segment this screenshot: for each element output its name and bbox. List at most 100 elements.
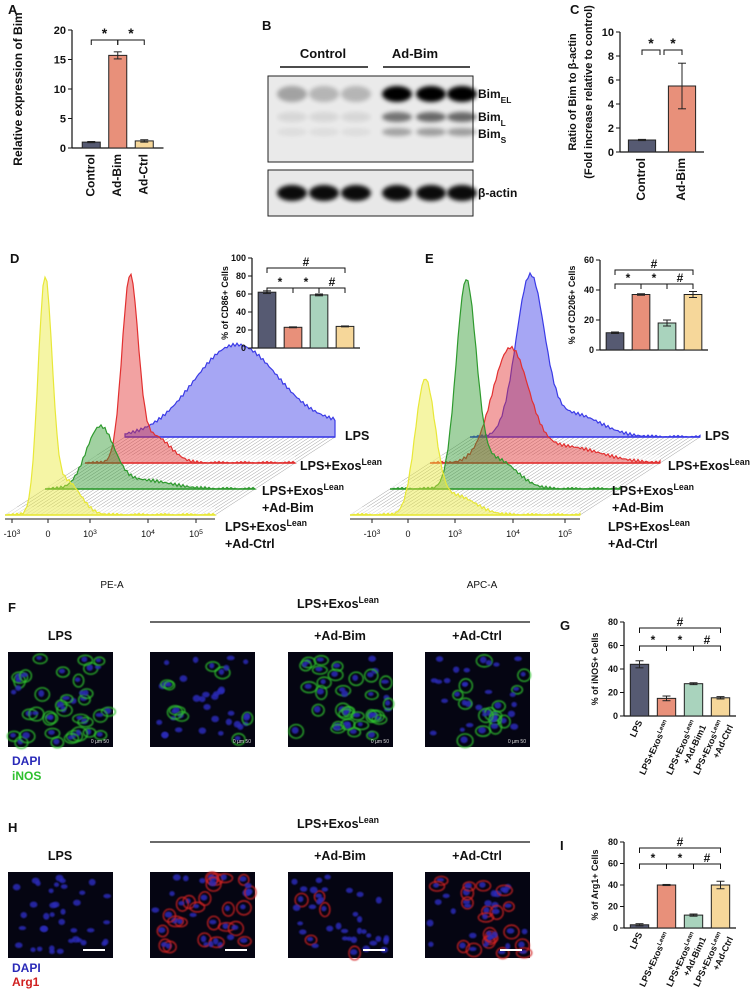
marker-signal [353,720,370,731]
category-superscript: Lean [710,718,723,734]
nucleus [306,936,314,942]
significance-mark: * [651,633,656,647]
blot-band [416,112,446,122]
blot-band [309,86,339,102]
error-bar [689,913,698,917]
hatch-line [419,436,541,516]
nucleus [222,922,229,930]
nucleus [494,701,502,709]
bar [631,294,651,351]
x-tick-label: 103 [83,529,97,540]
hatch-line [394,436,516,516]
tick-exponent: 3 [93,529,97,536]
significance-mark: * [678,633,683,647]
nucleus [506,928,515,934]
hatch-line [209,436,331,516]
error-bar [637,293,645,296]
nucleus [95,712,104,717]
nucleus [102,938,109,945]
blot-band [309,185,339,201]
marker-signal [315,684,328,700]
scale-text: 0 µm 50 [371,739,389,745]
nucleus [48,729,55,735]
marker-signal [82,727,97,738]
marker-signal [365,709,377,723]
significance-mark: * [304,275,309,289]
marker-signal [366,709,382,722]
nucleus [73,899,81,906]
nucleus [218,668,225,675]
panel-letter: F [8,600,16,615]
hatch-line [59,436,181,516]
x-tick-label: 104 [141,529,155,540]
sample-label: LPS+ExosLean [668,457,750,473]
category-superscript: Lean [683,718,696,734]
nucleus [300,886,308,892]
label-superscript: Lean [670,518,690,528]
x-axis-label: PE-A [100,580,124,591]
hatch-line [539,436,661,516]
nucleus [246,888,253,895]
nucleus [291,726,299,734]
nucleus [484,689,493,695]
y-tick-label: 20 [584,315,594,325]
marker-signal [241,711,254,726]
marker-signal [160,679,174,689]
y-tick-label: 20 [608,688,618,698]
blot-band [309,128,339,136]
nucleus [174,727,183,733]
nucleus [60,908,66,915]
blot-band [382,112,412,122]
error-bar [140,139,149,143]
nucleus [435,656,444,662]
category-superscript: Lean [656,930,669,946]
hatch-line [544,436,666,516]
nucleus [459,942,466,949]
nucleus [493,662,500,667]
hatch-line [104,436,226,516]
tick-base: 0 [45,529,50,539]
panel-letter: E [425,251,434,266]
nucleus [200,894,208,901]
significance-bracket [639,847,721,853]
column-label: +Ad-Bim [314,849,366,863]
category-text: LPS+Exos [637,944,665,988]
hatch-line [379,436,501,516]
nucleus [483,942,489,948]
significance-bracket [693,863,721,869]
sample-label: LPS+ExosLean +Ad-Bim [262,482,344,515]
nucleus [368,655,376,662]
hatch-line [44,436,166,516]
row-band [390,481,620,489]
marker-signal [311,703,325,717]
nucleus [79,690,85,696]
marker-signal [456,939,471,954]
nucleus [450,908,456,915]
nucleus [316,657,324,662]
hatch-line [144,436,266,516]
nucleus [483,906,490,914]
nucleus [434,899,442,905]
nucleus [244,712,251,719]
nucleus [21,672,29,678]
y-tick-label: 60 [584,255,594,265]
nucleus [356,916,363,923]
nucleus [70,928,78,933]
band-label: β-actin [478,186,517,200]
nucleus [20,911,27,919]
marker-signal [330,723,346,734]
nucleus [366,933,372,938]
nucleus [95,658,102,663]
nucleus [183,875,189,882]
y-tick-label: 40 [608,880,618,890]
label-text: LPS+Exos [225,520,287,534]
hatch-line [464,436,586,516]
row-band [45,481,255,489]
nucleus [240,904,246,910]
nucleus [367,731,376,738]
marker-signal [63,732,80,744]
marker-signal [198,891,212,906]
marker-signal [28,706,45,722]
nucleus [58,668,66,674]
tick-base: 10 [189,529,199,539]
